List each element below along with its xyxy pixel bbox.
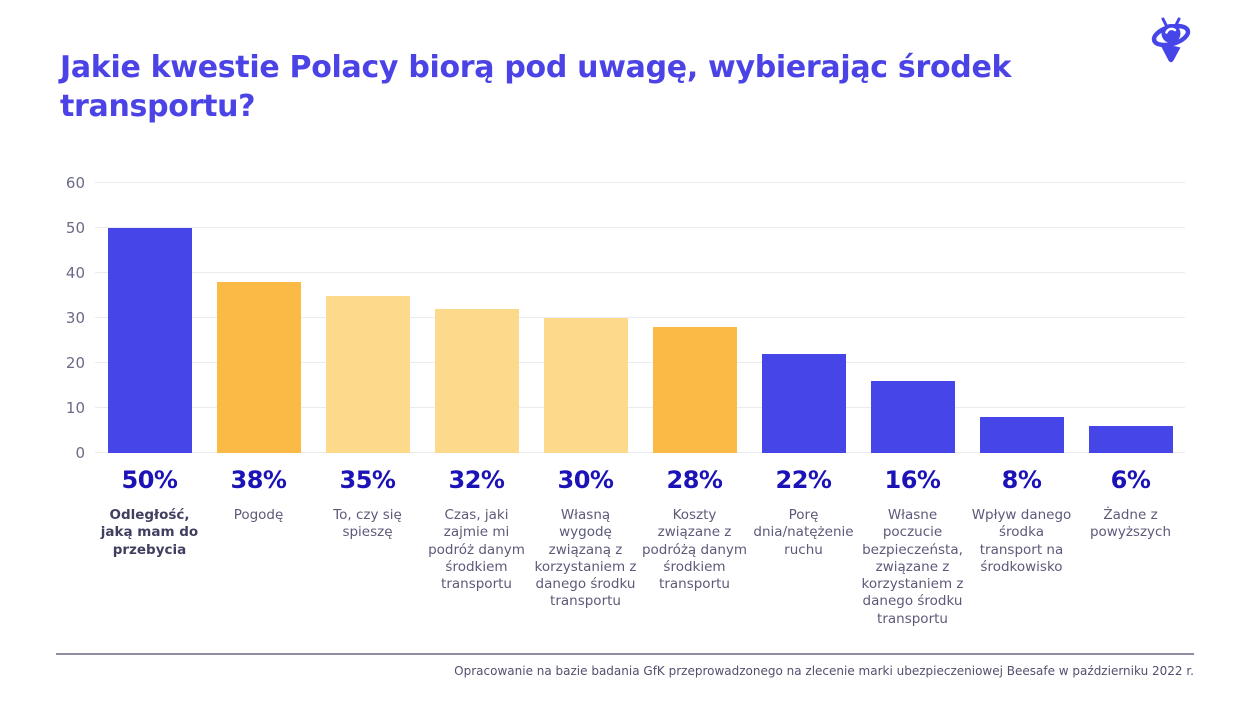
- bar-value-label: 35%: [339, 466, 396, 494]
- y-axis-tick-label: 10: [65, 399, 85, 417]
- bar-area: [749, 183, 858, 453]
- bar: [979, 417, 1064, 453]
- bar-area: [95, 183, 204, 453]
- gridline: [95, 362, 1185, 363]
- gridline: [95, 227, 1185, 228]
- bar: [1088, 426, 1173, 453]
- bar-category-label: Własną wygodę związaną z korzystaniem z …: [534, 507, 637, 610]
- bar-value-label: 32%: [448, 466, 505, 494]
- gridline: [95, 407, 1185, 408]
- bar-category-label: Koszty związane z podróżą danym środkiem…: [641, 507, 748, 593]
- bar-area: [531, 183, 640, 453]
- bar-column: 32% Czas, jaki zajmie mi podróż danym śro…: [422, 183, 531, 628]
- bar-value-label: 6%: [1110, 466, 1151, 494]
- bar-value-label: 28%: [666, 466, 723, 494]
- bar: [325, 295, 410, 453]
- y-axis-tick-label: 50: [65, 219, 85, 237]
- bee-icon: [1151, 17, 1191, 63]
- beesafe-logo: [1146, 14, 1196, 68]
- bar-category-label: Czas, jaki zajmie mi podróż danym środki…: [428, 507, 525, 593]
- chart-title: Jakie kwestie Polacy biorą pod uwagę, wy…: [60, 50, 1012, 124]
- bar: [434, 309, 519, 453]
- bar-area: [640, 183, 749, 453]
- bar-value-label: 16%: [884, 466, 941, 494]
- bar-column: 16% Własne poczucie bezpieczeństa, związa…: [858, 183, 967, 628]
- y-axis-tick-label: 0: [75, 444, 85, 462]
- bar-category-label: Własne poczucie bezpieczeństa, związane …: [861, 507, 964, 627]
- bar-value-label: 22%: [775, 466, 832, 494]
- bar-category-label: Żadne z powyższych: [1089, 507, 1172, 541]
- bar-category-label: To, czy się spieszę: [333, 507, 402, 541]
- plot-gridlines: [95, 182, 1185, 453]
- y-axis: 0 10 20 30 40 50 60: [38, 174, 85, 462]
- bar-value-label: 50%: [121, 466, 178, 494]
- bars-row: 50% Odległość, jaką mam do przebycia 38% Po…: [95, 183, 1185, 628]
- bar-column: 28% Koszty związane z podróżą danym środk…: [640, 183, 749, 628]
- bar: [652, 327, 737, 453]
- source-attribution: Opracowanie na bazie badania GfK przepro…: [454, 664, 1194, 678]
- y-axis-tick-label: 60: [65, 174, 85, 192]
- bar-column: 35% To, czy się spieszę: [313, 183, 422, 628]
- bar-area: [1076, 183, 1185, 453]
- bar-category-label: Wpływ danego środka transport na środkow…: [971, 507, 1072, 575]
- bar-column: 6% Żadne z powyższych: [1076, 183, 1185, 628]
- bar-column: 30% Własną wygodę związaną z korzystaniem…: [531, 183, 640, 628]
- bar-area: [204, 183, 313, 453]
- bar-category-label: Pogodę: [233, 507, 284, 523]
- bar-column: 50% Odległość, jaką mam do przebycia: [95, 183, 204, 628]
- bar: [216, 282, 301, 453]
- bar-category-label: Porę dnia/natężenie ruchu: [753, 507, 854, 558]
- y-axis-tick-label: 40: [65, 264, 85, 282]
- y-axis-tick-label: 30: [65, 309, 85, 327]
- gridline: [95, 182, 1185, 183]
- bar-category-label: Odległość, jaką mam do przebycia: [100, 507, 199, 558]
- gridline: [95, 272, 1185, 273]
- bar-area: [422, 183, 531, 453]
- bar-area: [313, 183, 422, 453]
- bar-area: [967, 183, 1076, 453]
- gridline: [95, 452, 1185, 453]
- bar-area: [858, 183, 967, 453]
- bar: [543, 318, 628, 453]
- bar: [107, 228, 192, 453]
- gridline: [95, 317, 1185, 318]
- footer-divider: [56, 653, 1194, 655]
- bar-value-label: 30%: [557, 466, 614, 494]
- bar-value-label: 38%: [230, 466, 287, 494]
- bar-value-label: 8%: [1001, 466, 1042, 494]
- bar-column: 22% Porę dnia/natężenie ruchu: [749, 183, 858, 628]
- y-axis-tick-label: 20: [65, 354, 85, 372]
- bar-column: 8% Wpływ danego środka transport na środk…: [967, 183, 1076, 628]
- bar-column: 38% Pogodę: [204, 183, 313, 628]
- bar: [761, 354, 846, 453]
- bar: [870, 381, 955, 453]
